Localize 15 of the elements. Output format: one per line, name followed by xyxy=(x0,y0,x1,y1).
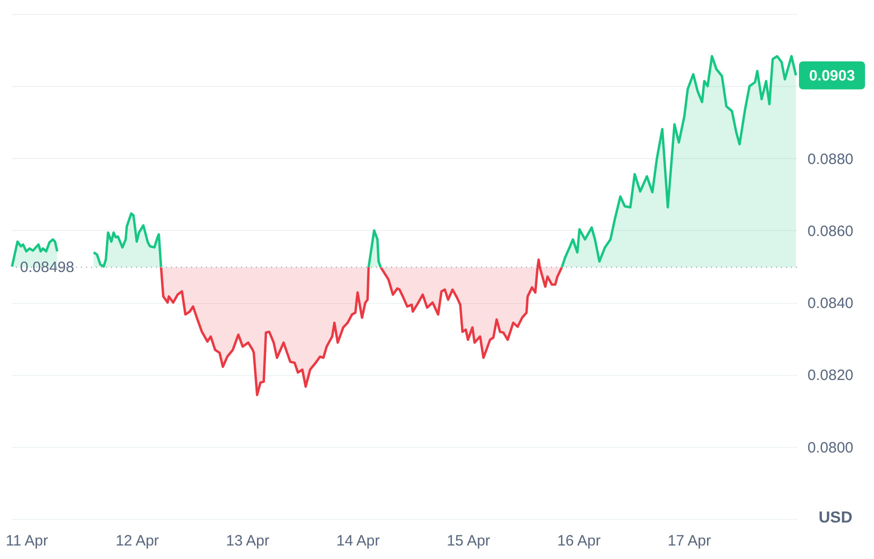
x-tick-label: 13 Apr xyxy=(226,532,270,550)
x-tick-label: 17 Apr xyxy=(668,532,711,550)
x-tick-label: 11 Apr xyxy=(6,532,48,550)
y-axis-title: USD xyxy=(818,510,852,526)
y-tick-label: 0.0880 xyxy=(808,150,854,168)
x-tick-label: 15 Apr xyxy=(446,532,490,550)
x-tick-label: 16 Apr xyxy=(557,532,601,550)
y-tick-label: 0.0800 xyxy=(808,439,854,456)
y-tick-label: 0.0860 xyxy=(808,222,854,240)
ref-line-label: 0.08498 xyxy=(20,259,74,276)
annotation: 0.0903 xyxy=(809,67,855,84)
y-tick-label: 0.0820 xyxy=(808,367,854,384)
y-tick-label: 0.0840 xyxy=(808,295,854,312)
x-tick-label: 14 Apr xyxy=(336,532,380,550)
x-tick-label: 12 Apr xyxy=(116,532,159,550)
